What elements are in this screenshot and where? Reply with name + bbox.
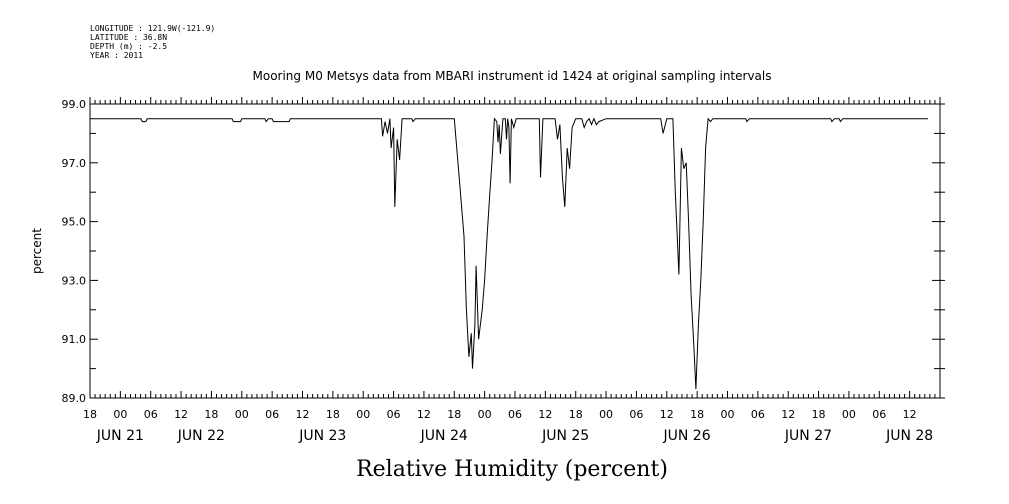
x-tick-label: 00 bbox=[842, 408, 856, 421]
x-tick-label: 00 bbox=[599, 408, 613, 421]
x-tick-label: 06 bbox=[387, 408, 401, 421]
x-day-label: JUN 22 bbox=[177, 428, 225, 444]
x-tick-label: 18 bbox=[83, 408, 97, 421]
x-tick-label: 06 bbox=[751, 408, 765, 421]
x-axis-title: Relative Humidity (percent) bbox=[356, 457, 668, 482]
y-tick-label: 89.0 bbox=[62, 392, 87, 405]
x-tick-label: 18 bbox=[569, 408, 583, 421]
x-day-label: JUN 27 bbox=[784, 428, 832, 444]
meta-longitude: LONGITUDE : 121.9W(-121.9) bbox=[90, 24, 215, 33]
x-tick-label: 06 bbox=[872, 408, 886, 421]
x-day-label: JUN 23 bbox=[298, 428, 346, 444]
x-day-label: JUN 26 bbox=[663, 428, 711, 444]
x-tick-label: 00 bbox=[235, 408, 249, 421]
x-tick-label: 06 bbox=[265, 408, 279, 421]
x-tick-label: 12 bbox=[174, 408, 188, 421]
meta-year: YEAR : 2011 bbox=[90, 51, 143, 60]
y-axis-label: percent bbox=[30, 228, 44, 274]
x-tick-label: 12 bbox=[781, 408, 795, 421]
x-tick-label: 12 bbox=[660, 408, 674, 421]
x-day-label: JUN 28 bbox=[885, 428, 933, 444]
meta-latitude: LATITUDE : 36.8N bbox=[90, 33, 167, 42]
x-tick-label: 18 bbox=[447, 408, 461, 421]
y-tick-label: 91.0 bbox=[62, 333, 87, 346]
y-axis: 89.0 91.0 93.0 95.0 97.0 99.0 bbox=[62, 98, 945, 405]
x-tick-label: 00 bbox=[721, 408, 735, 421]
x-tick-label: 18 bbox=[326, 408, 340, 421]
y-tick-label: 93.0 bbox=[62, 274, 87, 287]
y-tick-label: 97.0 bbox=[62, 157, 87, 170]
plot-frame bbox=[89, 103, 941, 399]
x-tick-label: 06 bbox=[144, 408, 158, 421]
humidity-series-line bbox=[90, 117, 928, 390]
x-tick-label: 12 bbox=[538, 408, 552, 421]
x-tick-label: 06 bbox=[508, 408, 522, 421]
x-day-label: JUN 21 bbox=[96, 428, 144, 444]
x-tick-label: 06 bbox=[629, 408, 643, 421]
x-tick-label: 00 bbox=[113, 408, 127, 421]
meta-depth: DEPTH (m) : -2.5 bbox=[90, 42, 167, 51]
x-tick-label: 18 bbox=[204, 408, 218, 421]
chart-title: Mooring M0 Metsys data from MBARI instru… bbox=[253, 69, 772, 83]
x-day-label: JUN 25 bbox=[541, 428, 589, 444]
x-tick-label: 12 bbox=[417, 408, 431, 421]
x-axis: 18 00 06 12 18 00 06 12 18 00 06 12 18 00 06 12 18 00 06 12… bbox=[83, 97, 941, 444]
y-tick-label: 95.0 bbox=[62, 216, 87, 229]
x-tick-label: 00 bbox=[478, 408, 492, 421]
series-layer bbox=[90, 117, 928, 390]
x-tick-label: 12 bbox=[296, 408, 310, 421]
x-tick-label: 18 bbox=[690, 408, 704, 421]
y-tick-label: 99.0 bbox=[62, 98, 87, 111]
x-tick-label: 00 bbox=[356, 408, 370, 421]
x-day-label: JUN 24 bbox=[420, 428, 468, 444]
x-tick-label: 18 bbox=[812, 408, 826, 421]
x-tick-label: 12 bbox=[903, 408, 917, 421]
